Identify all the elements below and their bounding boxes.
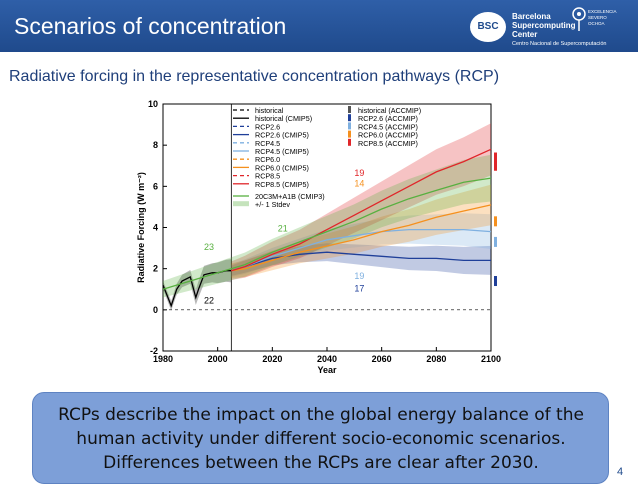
uncertainty-band [231,243,492,276]
x-tick-label: 2040 [317,354,337,364]
y-axis-label: Radiative Forcing (W m⁻²) [136,172,146,283]
legend-label: historical (ACCMIP) [358,106,421,115]
legend-label: RCP6.0 (CMIP5) [255,163,309,172]
x-tick-label: 2060 [372,354,392,364]
annotation-label: 19 [354,271,364,281]
x-tick-label: 2100 [481,354,501,364]
x-tick-label: 1980 [153,354,173,364]
uncertainty-band [163,259,232,311]
legend-label: RCP2.6 [255,122,280,131]
legend-swatch [233,201,249,207]
severo-line: EXCELENCIA [588,9,617,14]
y-tick-label: 6 [153,181,158,191]
y-tick-label: 4 [153,223,158,233]
severo-line: SEVERO [588,15,607,20]
legend-swatch [348,138,351,146]
header-bar: Scenarios of concentration BSC Barcelona… [0,0,638,52]
legend-label: RCP2.6 (ACCMIP) [358,114,418,123]
series-line [231,204,492,272]
y-tick-label: 0 [153,305,158,315]
legend-swatch [348,106,351,113]
legend-label: RCP4.5 (CMIP5) [255,147,309,156]
bsc-logo: BSC Barcelona Supercomputing Center Cent… [470,7,638,48]
legend-label: RCP8.5 (CMIP5) [255,180,309,189]
legend-label: RCP2.6 (CMIP5) [255,131,309,140]
y-tick-label: -2 [150,346,158,356]
accmip-marker [494,152,497,163]
bsc-name-line: Center [512,30,538,39]
severo-ochoa-seal-icon [572,7,586,31]
accmip-marker [494,160,497,171]
series-line [231,148,492,272]
series-line [231,251,491,272]
legend-swatch [348,130,351,138]
legend-label: 20C3M+A1B (CMIP3) [255,192,325,201]
legend-label: +/- 1 Stdev [255,200,290,209]
severo-ochoa-label: EXCELENCIA SEVERO OCHOA [588,9,632,27]
y-tick-label: 8 [153,140,158,150]
slide-subtitle: Radiative forcing in the representative … [9,68,500,85]
x-axis-label: Year [317,365,337,375]
y-tick-label: 10 [148,99,158,109]
uncertainty-band [231,123,492,280]
slide-title: Scenarios of concentration [14,13,287,39]
summary-callout: RCPs describe the impact on the global e… [32,392,609,484]
x-tick-label: 2000 [208,354,228,364]
severo-line: OCHOA [588,21,605,26]
legend-label: RCP4.5 (ACCMIP) [358,122,418,131]
summary-text: RCPs describe the impact on the global e… [58,405,584,473]
series-line [162,177,492,290]
x-tick-label: 2080 [426,354,446,364]
annotation-label: 23 [204,242,214,252]
bsc-name-line: Supercomputing [512,21,576,30]
legend-swatch [348,122,351,130]
annotation-label: 19 [354,168,364,178]
radiative-forcing-chart: 1980 2000 2020 2040 2060 2080 2100 -2 0 2 4 6 8 10 Yea… [136,99,501,375]
legend-label: historical [255,106,284,115]
page-number: 4 [617,466,624,478]
x-tick-label: 2020 [262,354,282,364]
legend-label: RCP8.5 [255,172,280,181]
legend-swatch [348,114,351,122]
legend-label: historical (CMIP5) [255,114,312,123]
accmip-marker [494,216,497,227]
bsc-name: Barcelona Supercomputing Center [512,12,582,39]
legend-label: RCP8.5 (ACCMIP) [358,139,418,148]
legend-label: RCP6.0 (ACCMIP) [358,131,418,140]
annotation-label: 21 [278,224,288,234]
annotation-label: 14 [354,178,364,188]
bsc-name-line: Barcelona [512,12,551,21]
series-line [231,228,492,272]
y-tick-label: 2 [153,264,158,274]
legend-label: RCP4.5 [255,139,280,148]
annotation-label: 17 [354,283,364,293]
annotation-label: 22 [204,296,214,306]
legend-label: RCP6.0 [255,155,280,164]
accmip-marker [494,276,497,287]
bsc-circle-logo: BSC [470,12,506,42]
bsc-tagline: Centro Nacional de Supercomputación [512,41,607,47]
uncertainty-band [163,154,491,298]
accmip-marker [494,236,497,247]
